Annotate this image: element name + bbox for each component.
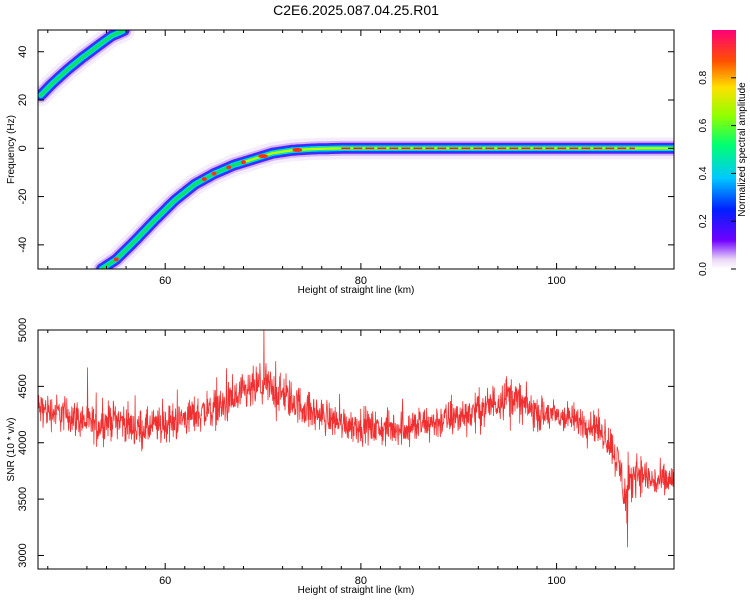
- snr-series: [38, 330, 674, 548]
- y-axis-label: SNR (10 * v/v): [6, 418, 17, 482]
- trace-lower-branch-layer: [90, 137, 674, 269]
- colorbar-tick-label: 0.2: [698, 214, 709, 228]
- amplitude-peak: [292, 147, 303, 152]
- colorbar-tick-label: 0.8: [698, 70, 709, 84]
- amplitude-peak: [201, 177, 207, 182]
- chart-title: C2E6.2025.087.04.25.R01: [273, 2, 439, 18]
- spectrogram-traces: [38, 30, 674, 269]
- amplitude-peak: [211, 171, 217, 176]
- trace-lower-branch-layer: [97, 144, 674, 269]
- y-tick-label: -20: [17, 189, 29, 205]
- x-tick-label: 60: [159, 575, 171, 587]
- x-tick-label: 60: [159, 275, 171, 287]
- spectrogram-panel: 60 80 100 -40 -20 0 20 40 Height of straight lin…: [6, 29, 675, 296]
- y-axis-label: Frequency (Hz): [6, 115, 17, 184]
- y-tick-label: 20: [17, 94, 29, 106]
- y-tick-label: 3500: [17, 487, 29, 511]
- amplitude-peak: [258, 154, 269, 159]
- x-axis-label: Height of straight line (km): [298, 585, 415, 596]
- snr-line: [38, 330, 674, 548]
- y-tick-label: 4000: [17, 430, 29, 454]
- amplitude-peak: [113, 257, 119, 262]
- plot-frame: [37, 29, 675, 270]
- y-tick-label: 0: [17, 145, 29, 151]
- y-tick-label: 3000: [17, 543, 29, 567]
- trace-upper-branch-layer: [39, 30, 126, 97]
- trace-lower-branch-layer: [100, 146, 674, 269]
- colorbar-label: Normalized spectral amplitude: [737, 82, 748, 217]
- amplitude-peak: [226, 165, 232, 170]
- colorbar: 0.0 0.2 0.4 0.6 0.8 Normalized spectral ampli…: [698, 30, 748, 276]
- snr-panel: 60 80 100 3000 3500 4000 4500 5000 Height of str…: [6, 318, 675, 596]
- trace-lower-branch-layer: [96, 142, 674, 269]
- x-tick-label: 80: [355, 275, 367, 287]
- colorbar-gradient: [712, 30, 736, 269]
- y-tick-label: 4500: [17, 374, 29, 398]
- plot-frame: [37, 329, 675, 570]
- y-tick-label: 5000: [17, 318, 29, 342]
- x-tick-label: 100: [547, 275, 565, 287]
- trace-lower-branch-layer: [98, 145, 674, 269]
- colorbar-tick-label: 0.6: [698, 118, 709, 132]
- amplitude-peak: [240, 160, 246, 165]
- x-axis-label: Height of straight line (km): [298, 285, 415, 296]
- trace-lower-branch-layer: [94, 140, 674, 269]
- x-tick-label: 100: [547, 575, 565, 587]
- y-tick-label: 40: [17, 46, 29, 58]
- colorbar-tick-label: 0.0: [698, 262, 709, 276]
- x-tick-label: 80: [355, 575, 367, 587]
- colorbar-tick-label: 0.4: [698, 166, 709, 180]
- y-tick-label: -40: [17, 237, 29, 253]
